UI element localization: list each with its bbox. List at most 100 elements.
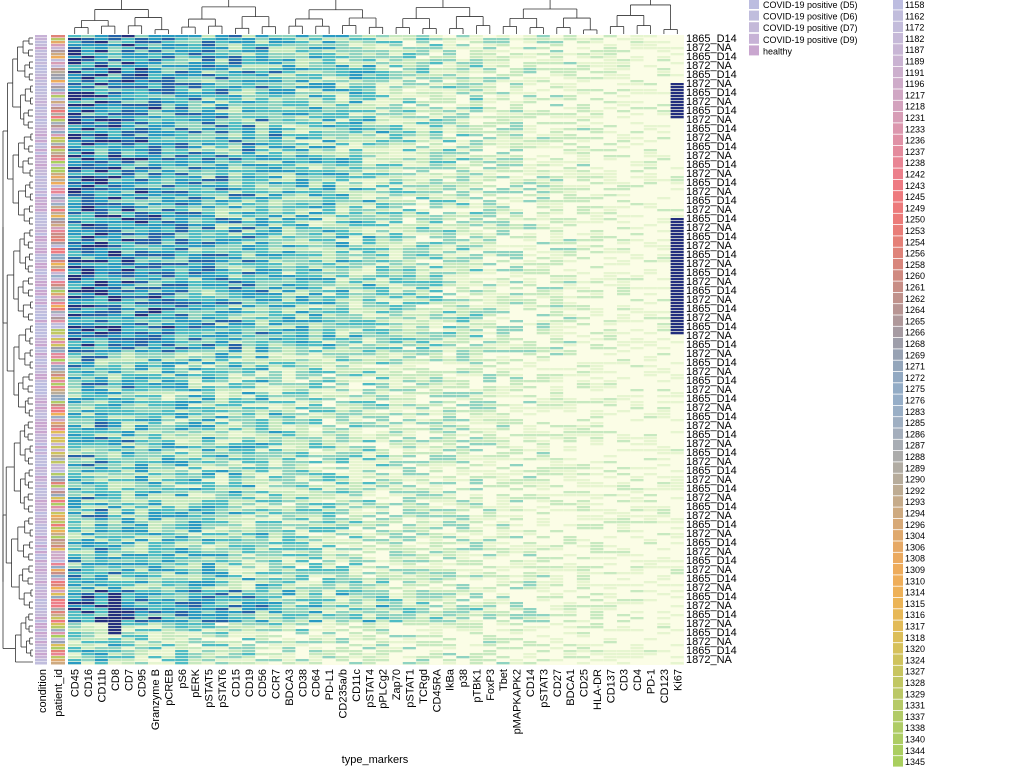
patient-id-cell (51, 305, 65, 308)
heatmap-cell (603, 263, 617, 266)
heatmap-cell (201, 107, 215, 110)
heatmap-cell (469, 164, 483, 167)
heatmap-cell (456, 140, 470, 143)
heatmap-cell (416, 242, 430, 245)
heatmap-cell (121, 206, 135, 209)
heatmap-cell (242, 104, 256, 107)
heatmap-cell (309, 50, 323, 53)
heatmap-cell (389, 251, 403, 254)
heatmap-cell (349, 203, 363, 206)
heatmap-cell (576, 41, 590, 44)
heatmap-cell (228, 77, 242, 80)
heatmap-cell (617, 38, 631, 41)
heatmap-cell (242, 248, 256, 251)
heatmap-cell (268, 113, 282, 116)
condition-cell (35, 122, 47, 125)
heatmap-cell (134, 344, 149, 347)
heatmap-cell (255, 344, 269, 347)
heatmap-cell (201, 188, 215, 191)
heatmap-cell (148, 74, 162, 77)
heatmap-cell (255, 299, 269, 302)
heatmap-cell (362, 143, 376, 146)
heatmap-cell (322, 122, 336, 125)
heatmap-cell (121, 269, 135, 272)
heatmap-cell (121, 185, 135, 188)
heatmap-cell (295, 329, 309, 332)
heatmap-cell (563, 305, 577, 308)
heatmap-cell (188, 335, 202, 338)
heatmap-cell (322, 224, 336, 227)
heatmap-cell (617, 200, 631, 203)
heatmap-cell (550, 338, 564, 341)
heatmap-cell (188, 344, 202, 347)
heatmap-cell (108, 326, 122, 329)
heatmap-cell (483, 161, 497, 164)
heatmap-cell (335, 290, 349, 293)
heatmap-cell (376, 290, 390, 293)
heatmap-cell (309, 131, 323, 134)
patient-id-cell (51, 629, 65, 632)
heatmap-cell (94, 185, 108, 188)
heatmap-cell (81, 41, 95, 44)
row-annotation-columns (35, 35, 65, 665)
heatmap-cell (201, 122, 215, 125)
heatmap-cell (362, 185, 376, 188)
heatmap-cell (657, 299, 671, 302)
heatmap-cell (255, 242, 269, 245)
heatmap-cell (228, 200, 242, 203)
heatmap-cell (416, 128, 430, 131)
heatmap-cell (282, 293, 296, 296)
heatmap-cell (161, 320, 175, 323)
heatmap-cell (201, 353, 215, 356)
heatmap-cell (161, 356, 175, 359)
heatmap-cell (295, 188, 309, 191)
heatmap-cell (94, 206, 108, 209)
heatmap-cell (630, 320, 644, 323)
heatmap-cell (389, 263, 403, 266)
heatmap-cell (134, 101, 149, 104)
heatmap-cell (657, 326, 671, 329)
heatmap-cell (295, 254, 309, 257)
heatmap-cell (376, 338, 390, 341)
heatmap-cell (228, 203, 242, 206)
heatmap-cell (349, 227, 363, 230)
heatmap-cell (68, 155, 82, 158)
heatmap-cell (148, 119, 162, 122)
patient-id-cell (51, 236, 65, 239)
heatmap-cell (215, 221, 229, 224)
heatmap-cell (429, 344, 443, 347)
heatmap-cell (590, 197, 604, 200)
heatmap-cell (389, 326, 403, 329)
heatmap-cell (121, 179, 135, 182)
heatmap-cell (349, 53, 363, 56)
heatmap-cell (643, 302, 657, 305)
patient-id-cell (51, 512, 65, 515)
heatmap-cell (295, 218, 309, 221)
heatmap-cell (134, 149, 149, 152)
patient-id-cell (51, 533, 65, 536)
heatmap-cell (389, 131, 403, 134)
heatmap-cell (469, 293, 483, 296)
heatmap-cell (94, 200, 108, 203)
heatmap-cell (215, 203, 229, 206)
heatmap-cell (255, 53, 269, 56)
patient-id-cell (51, 485, 65, 488)
heatmap-cell (335, 350, 349, 353)
heatmap-cell (603, 347, 617, 350)
heatmap-cell (228, 185, 242, 188)
heatmap-cell (94, 272, 108, 275)
heatmap-cell (456, 173, 470, 176)
condition-cell (35, 662, 47, 665)
heatmap-cell (657, 230, 671, 233)
heatmap-cell (335, 107, 349, 110)
heatmap-cell (228, 155, 242, 158)
heatmap-cell (175, 251, 189, 254)
heatmap-cell (68, 209, 82, 212)
heatmap-cell (416, 284, 430, 287)
patient-id-cell (51, 230, 65, 233)
heatmap-cell (349, 221, 363, 224)
heatmap-cell (416, 269, 430, 272)
heatmap-cell (94, 155, 108, 158)
heatmap-cell (228, 350, 242, 353)
heatmap-cell (469, 263, 483, 266)
